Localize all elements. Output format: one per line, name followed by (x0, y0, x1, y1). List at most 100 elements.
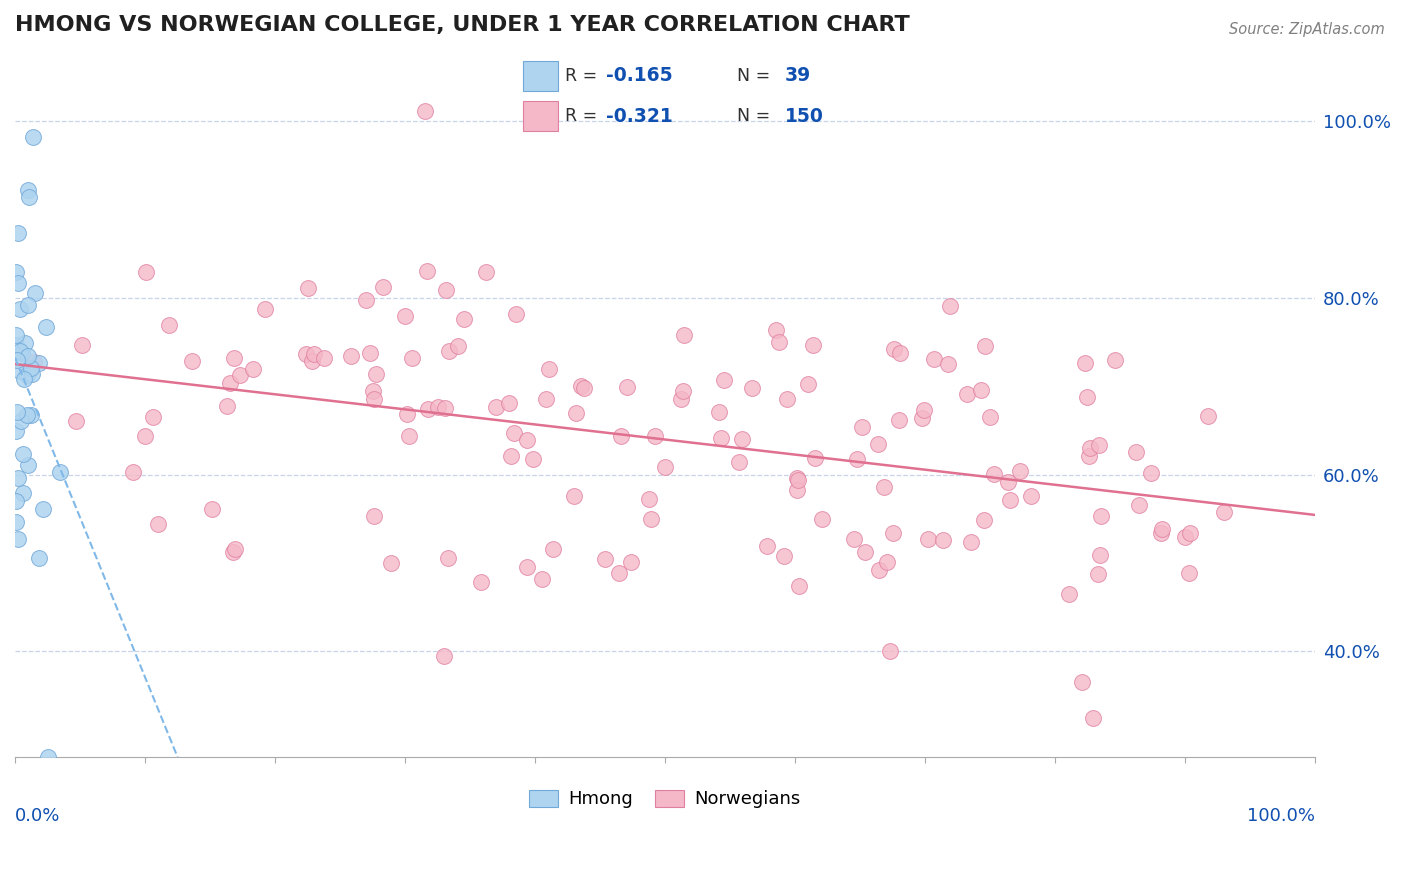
Point (638, 491, 661, 506)
Point (932, 533, 955, 548)
Point (811, 512, 834, 526)
Point (654, 460, 676, 475)
Point (8, 343, 31, 358)
Point (22, 355, 45, 369)
Point (1174, 530, 1197, 544)
Point (997, 475, 1019, 489)
Point (180, 354, 202, 368)
Point (219, 376, 242, 391)
Point (787, 579, 810, 593)
Point (1019, 489, 1042, 503)
Point (593, 552, 616, 566)
Point (672, 384, 695, 398)
Point (979, 410, 1001, 425)
Point (505, 307, 527, 321)
Point (776, 392, 799, 407)
Text: R =: R = (565, 107, 603, 125)
Point (11, 346, 34, 360)
Point (434, 283, 457, 297)
Point (803, 451, 825, 466)
Point (475, 265, 498, 279)
Point (17, 458, 39, 472)
Point (562, 489, 585, 503)
Point (707, 405, 730, 419)
Point (15, 368, 38, 382)
Point (135, 265, 157, 279)
Point (669, 392, 692, 406)
Point (889, 346, 911, 360)
Point (673, 328, 696, 343)
Point (121, 465, 143, 479)
Point (148, 517, 170, 532)
Point (1139, 466, 1161, 480)
Point (229, 368, 252, 382)
Point (301, 354, 323, 368)
Point (253, 301, 276, 316)
Point (607, 566, 630, 581)
Point (956, 387, 979, 401)
Point (297, 281, 319, 295)
Point (1213, 505, 1236, 519)
Point (983, 467, 1005, 482)
Point (644, 429, 666, 443)
Point (1057, 587, 1080, 601)
Text: Source: ZipAtlas.com: Source: ZipAtlas.com (1229, 22, 1385, 37)
Point (973, 513, 995, 527)
Point (530, 572, 553, 586)
Point (853, 545, 876, 559)
Point (974, 339, 997, 353)
Point (728, 455, 751, 469)
Text: HMONG VS NORWEGIAN COLLEGE, UNDER 1 YEAR CORRELATION CHART: HMONG VS NORWEGIAN COLLEGE, UNDER 1 YEAR… (15, 15, 910, 35)
Point (1077, 450, 1099, 464)
Point (797, 376, 820, 391)
Point (851, 420, 873, 434)
Point (222, 545, 245, 559)
Point (1088, 548, 1111, 562)
Point (340, 350, 363, 364)
Point (1074, 356, 1097, 370)
Point (157, 318, 180, 332)
Point (380, 556, 402, 570)
Point (65, 414, 87, 428)
Point (394, 309, 416, 323)
Point (437, 344, 460, 359)
Point (537, 362, 560, 376)
Point (768, 334, 790, 349)
Point (31, 502, 53, 516)
Point (515, 433, 537, 447)
Point (1087, 566, 1109, 581)
Point (970, 383, 993, 397)
Point (224, 542, 246, 557)
Point (571, 379, 593, 393)
Point (295, 347, 318, 361)
Point (363, 384, 385, 399)
Point (433, 648, 456, 663)
Point (13, 447, 35, 461)
Point (413, 103, 436, 118)
Point (364, 367, 387, 381)
Point (844, 533, 866, 547)
Point (10, 301, 32, 316)
Point (6, 276, 28, 290)
Point (24, 285, 46, 300)
Point (222, 351, 245, 365)
Point (15, 408, 38, 422)
Text: -0.321: -0.321 (606, 107, 673, 126)
Text: 100.0%: 100.0% (1247, 807, 1315, 825)
Point (1150, 526, 1173, 541)
Point (13, 371, 35, 385)
Point (1081, 711, 1104, 725)
Point (882, 525, 904, 540)
Point (356, 293, 378, 307)
Text: 0.0%: 0.0% (15, 807, 60, 825)
Point (437, 551, 460, 566)
Point (534, 392, 557, 406)
Point (1010, 464, 1032, 478)
Point (416, 401, 439, 416)
Point (879, 643, 901, 657)
Legend: Hmong, Norwegians: Hmong, Norwegians (522, 782, 808, 815)
Point (960, 534, 983, 549)
Text: N =: N = (737, 107, 776, 125)
Point (498, 396, 520, 410)
Point (640, 512, 662, 526)
